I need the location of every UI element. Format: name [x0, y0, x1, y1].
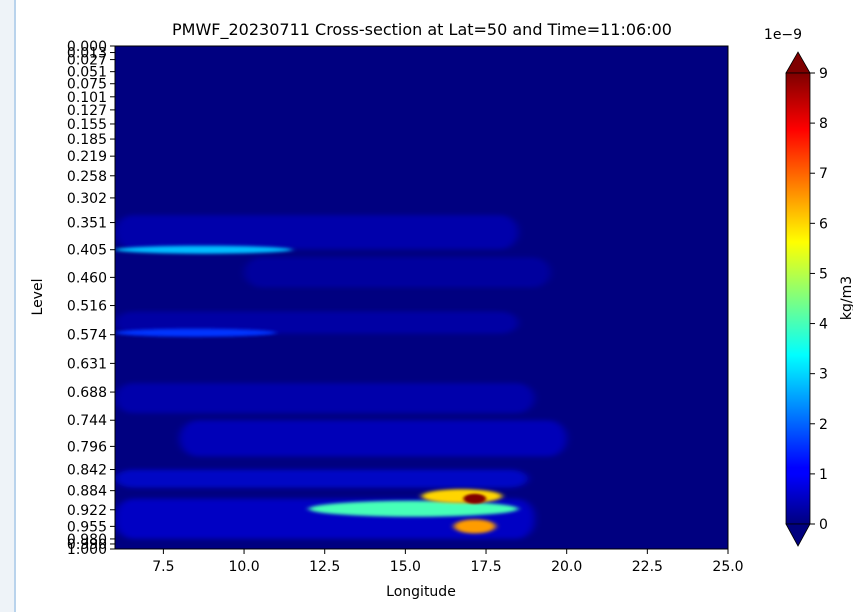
heatmap-haze-band — [115, 469, 528, 488]
y-tick-label: 0.185 — [67, 132, 107, 148]
y-tick-label: 0.127 — [67, 103, 107, 119]
y-tick-label: 0.051 — [67, 65, 107, 81]
x-tick-label: 12.5 — [309, 559, 340, 575]
y-tick-label: 1.000 — [67, 542, 107, 558]
y-tick-label: 0.980 — [67, 532, 107, 548]
x-tick-label: 15.0 — [390, 559, 421, 575]
heatmap-haze-band — [115, 311, 519, 334]
colorbar-tick-label: 5 — [819, 266, 828, 282]
y-tick-label: 0.258 — [67, 169, 107, 185]
colorbar-tick-label: 3 — [819, 367, 828, 383]
y-tick-label: 0.000 — [67, 39, 107, 55]
colorbar-tick-label: 1 — [819, 467, 828, 483]
heatmap-haze-band — [115, 383, 535, 414]
y-tick-label: 0.884 — [67, 484, 107, 500]
heatmap-haze-band — [115, 215, 519, 250]
plot-area — [115, 46, 728, 549]
colorbar-tick-label: 8 — [819, 116, 828, 132]
heatmap-feature — [463, 493, 487, 504]
x-tick-label: 7.5 — [152, 559, 174, 575]
colorbar-tick-label: 6 — [819, 216, 828, 232]
y-tick-label: 0.027 — [67, 53, 107, 69]
x-tick-label: 20.0 — [551, 559, 582, 575]
heatmap-background — [115, 46, 728, 549]
x-tick-label: 17.5 — [470, 559, 501, 575]
colorbar-tick-label: 9 — [819, 66, 828, 82]
y-tick-label: 0.631 — [67, 356, 107, 372]
heatmap-haze-band — [179, 420, 567, 457]
y-tick-label: 0.922 — [67, 503, 107, 519]
y-tick-label: 0.842 — [67, 463, 107, 479]
y-axis: 0.0000.0130.0270.0510.0750.1010.1270.155… — [67, 39, 115, 558]
y-tick-label: 0.013 — [67, 46, 107, 62]
x-tick-label: 25.0 — [712, 559, 743, 575]
colorbar-tick-label: 4 — [819, 317, 828, 333]
chart-title: PMWF_20230711 Cross-section at Lat=50 an… — [172, 20, 672, 40]
colorbar-tick-label: 7 — [819, 166, 828, 182]
x-tick-label: 22.5 — [632, 559, 663, 575]
y-tick-label: 0.101 — [67, 90, 107, 106]
y-tick-label: 0.405 — [67, 243, 107, 259]
y-tick-label: 0.460 — [67, 270, 107, 286]
x-axis: 7.5 10.0 12.5 15.0 17.5 20.0 22.5 25.0 — [152, 549, 744, 575]
colorbar-gradient — [785, 72, 811, 525]
colorbar-extend-over — [785, 51, 811, 74]
colorbar: 0 1 2 3 4 5 6 7 8 9 1e−9 kg/m3 — [764, 27, 853, 547]
heatmap-feature — [453, 519, 496, 534]
y-tick-label: 0.219 — [67, 149, 107, 165]
y-tick-label: 0.955 — [67, 519, 107, 535]
y-tick-label: 0.155 — [67, 117, 107, 133]
heatmap-feature — [308, 500, 519, 517]
colorbar-tick-label: 0 — [819, 517, 828, 533]
y-tick-label: 0.688 — [67, 385, 107, 401]
colorbar-extend-under — [785, 523, 811, 547]
y-tick-label: 0.574 — [67, 328, 107, 344]
y-tick-label: 0.516 — [67, 299, 107, 315]
window-frame-left — [0, 0, 14, 612]
x-axis-label: Longitude — [386, 584, 456, 600]
heatmap-feature — [115, 328, 277, 337]
colorbar-tick-label: 2 — [819, 417, 828, 433]
y-tick-label: 0.302 — [67, 191, 107, 207]
y-tick-label: 0.796 — [67, 439, 107, 455]
y-axis-label: Level — [30, 279, 46, 316]
window-frame-rule — [14, 0, 16, 612]
heatmap-haze-band — [244, 257, 551, 288]
colorbar-exponent: 1e−9 — [764, 27, 802, 43]
y-tick-label: 0.990 — [67, 537, 107, 553]
x-tick-label: 10.0 — [228, 559, 259, 575]
y-tick-label: 0.075 — [67, 77, 107, 93]
colorbar-label: kg/m3 — [839, 276, 853, 320]
heatmap-feature — [421, 489, 503, 504]
y-tick-label: 0.744 — [67, 413, 107, 429]
heatmap-feature — [115, 245, 293, 254]
y-tick-label: 0.351 — [67, 216, 107, 232]
plot-frame — [114, 45, 729, 550]
